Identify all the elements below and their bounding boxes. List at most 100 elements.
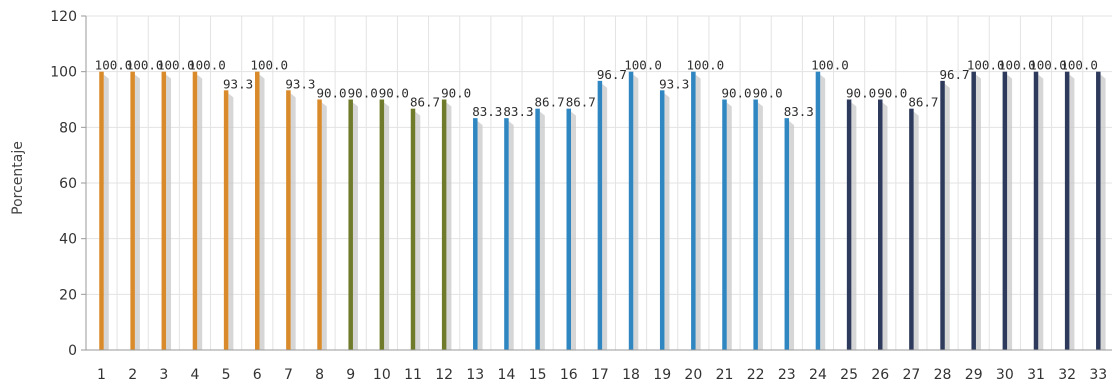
- data-label: 90.0: [316, 86, 346, 101]
- x-tick-label: 3: [159, 367, 168, 383]
- bar-shadow: [321, 102, 327, 350]
- y-tick-label: 0: [68, 343, 77, 359]
- bar: [909, 108, 914, 350]
- data-label: 100.0: [1060, 58, 1098, 73]
- bar: [628, 71, 634, 351]
- x-tick-label: 18: [622, 367, 640, 383]
- bar: [815, 71, 821, 351]
- bar-shadow: [913, 111, 919, 350]
- y-tick-label: 80: [59, 120, 77, 136]
- data-label: 100.0: [811, 58, 849, 73]
- bar-shadow: [508, 121, 514, 350]
- bar-shadow: [975, 74, 981, 351]
- bar: [1096, 71, 1101, 351]
- data-label: 86.7: [566, 95, 596, 110]
- bar-shadow: [757, 102, 763, 350]
- bar: [223, 90, 229, 350]
- bar-shadow: [352, 102, 358, 350]
- bar: [1002, 71, 1008, 351]
- data-label: 83.3: [472, 104, 502, 119]
- bar-shadows: [103, 74, 1106, 351]
- bar-shadow: [228, 93, 234, 350]
- bar: [566, 108, 571, 350]
- x-tick-label: 2: [128, 367, 137, 383]
- x-tick-label: 9: [346, 367, 355, 383]
- data-label: 93.3: [223, 76, 253, 91]
- bar-shadow: [166, 74, 172, 351]
- data-label: 93.3: [285, 76, 315, 91]
- data-label: 90.0: [441, 86, 471, 101]
- bar: [286, 90, 291, 350]
- bar: [1064, 71, 1070, 351]
- x-tick-label: 7: [284, 367, 293, 383]
- bar: [379, 99, 385, 350]
- x-tick-label: 13: [466, 367, 484, 383]
- bar: [691, 71, 696, 351]
- data-label: 96.7: [939, 67, 969, 82]
- bar-shadow: [259, 74, 265, 351]
- data-label: 100.0: [1029, 58, 1067, 73]
- x-tick-label: 23: [778, 367, 796, 383]
- bar: [784, 118, 790, 350]
- bar-shadow: [539, 111, 545, 350]
- bar: [940, 80, 945, 350]
- x-tick-labels: 1 2 3 4 5 6 7 8 9 10 11 12 13 14 15 16 17 18 19 20 21 22 23 24 2…: [97, 367, 1107, 383]
- y-axis-label: Porcentaje: [10, 141, 26, 215]
- x-tick-label: 5: [222, 367, 231, 383]
- x-tick-label: 27: [902, 367, 920, 383]
- x-tick-label: 19: [653, 367, 671, 383]
- bar: [161, 71, 167, 351]
- x-tick-label: 16: [560, 367, 578, 383]
- x-tick-label: 20: [684, 367, 702, 383]
- x-tick-label: 28: [934, 367, 952, 383]
- data-label: 90.0: [379, 86, 409, 101]
- bar: [192, 71, 198, 351]
- data-label: 90.0: [877, 86, 907, 101]
- data-label: 90.0: [846, 86, 876, 101]
- bar: [130, 71, 135, 351]
- bar-shadow: [477, 121, 483, 350]
- y-tick-label: 40: [59, 232, 77, 248]
- data-label: 100.0: [967, 58, 1005, 73]
- bar: [317, 99, 322, 350]
- bar-shadow: [1100, 74, 1106, 351]
- bar-shadow: [290, 93, 296, 350]
- bar-shadow: [664, 93, 670, 350]
- x-tick-label: 1: [97, 367, 106, 383]
- x-tick-label: 26: [871, 367, 889, 383]
- bar-shadow: [820, 74, 826, 351]
- x-tick-label: 32: [1058, 367, 1076, 383]
- data-label: 100.0: [157, 58, 195, 73]
- bar: [535, 108, 540, 350]
- bar-shadow: [103, 74, 109, 351]
- data-label: 86.7: [535, 95, 565, 110]
- bar: [473, 118, 478, 350]
- y-tick-label: 100: [50, 65, 77, 81]
- x-tick-label: 6: [253, 367, 262, 383]
- y-tick-label: 60: [59, 176, 77, 192]
- x-tick-label: 21: [716, 367, 734, 383]
- data-label: 100.0: [188, 58, 226, 73]
- bar-shadow: [197, 74, 203, 351]
- bar-shadow: [446, 102, 452, 350]
- bar: [255, 71, 260, 351]
- bar: [753, 99, 758, 350]
- x-tick-label: 12: [435, 367, 453, 383]
- bar: [846, 99, 852, 350]
- bar: [878, 99, 883, 350]
- data-label: 86.7: [410, 95, 440, 110]
- data-label: 90.0: [753, 86, 783, 101]
- y-tick-labels: 0 20 40 60 80 100 120: [50, 9, 77, 359]
- data-label: 90.0: [348, 86, 378, 101]
- x-tick-label: 10: [373, 367, 391, 383]
- data-label: 86.7: [908, 95, 938, 110]
- data-label: 93.3: [659, 76, 689, 91]
- x-tick-label: 24: [809, 367, 827, 383]
- bar: [348, 99, 353, 350]
- bar-shadow: [384, 102, 390, 350]
- data-label: 100.0: [624, 58, 662, 73]
- axes: [81, 15, 1112, 351]
- data-label: 96.7: [597, 67, 627, 82]
